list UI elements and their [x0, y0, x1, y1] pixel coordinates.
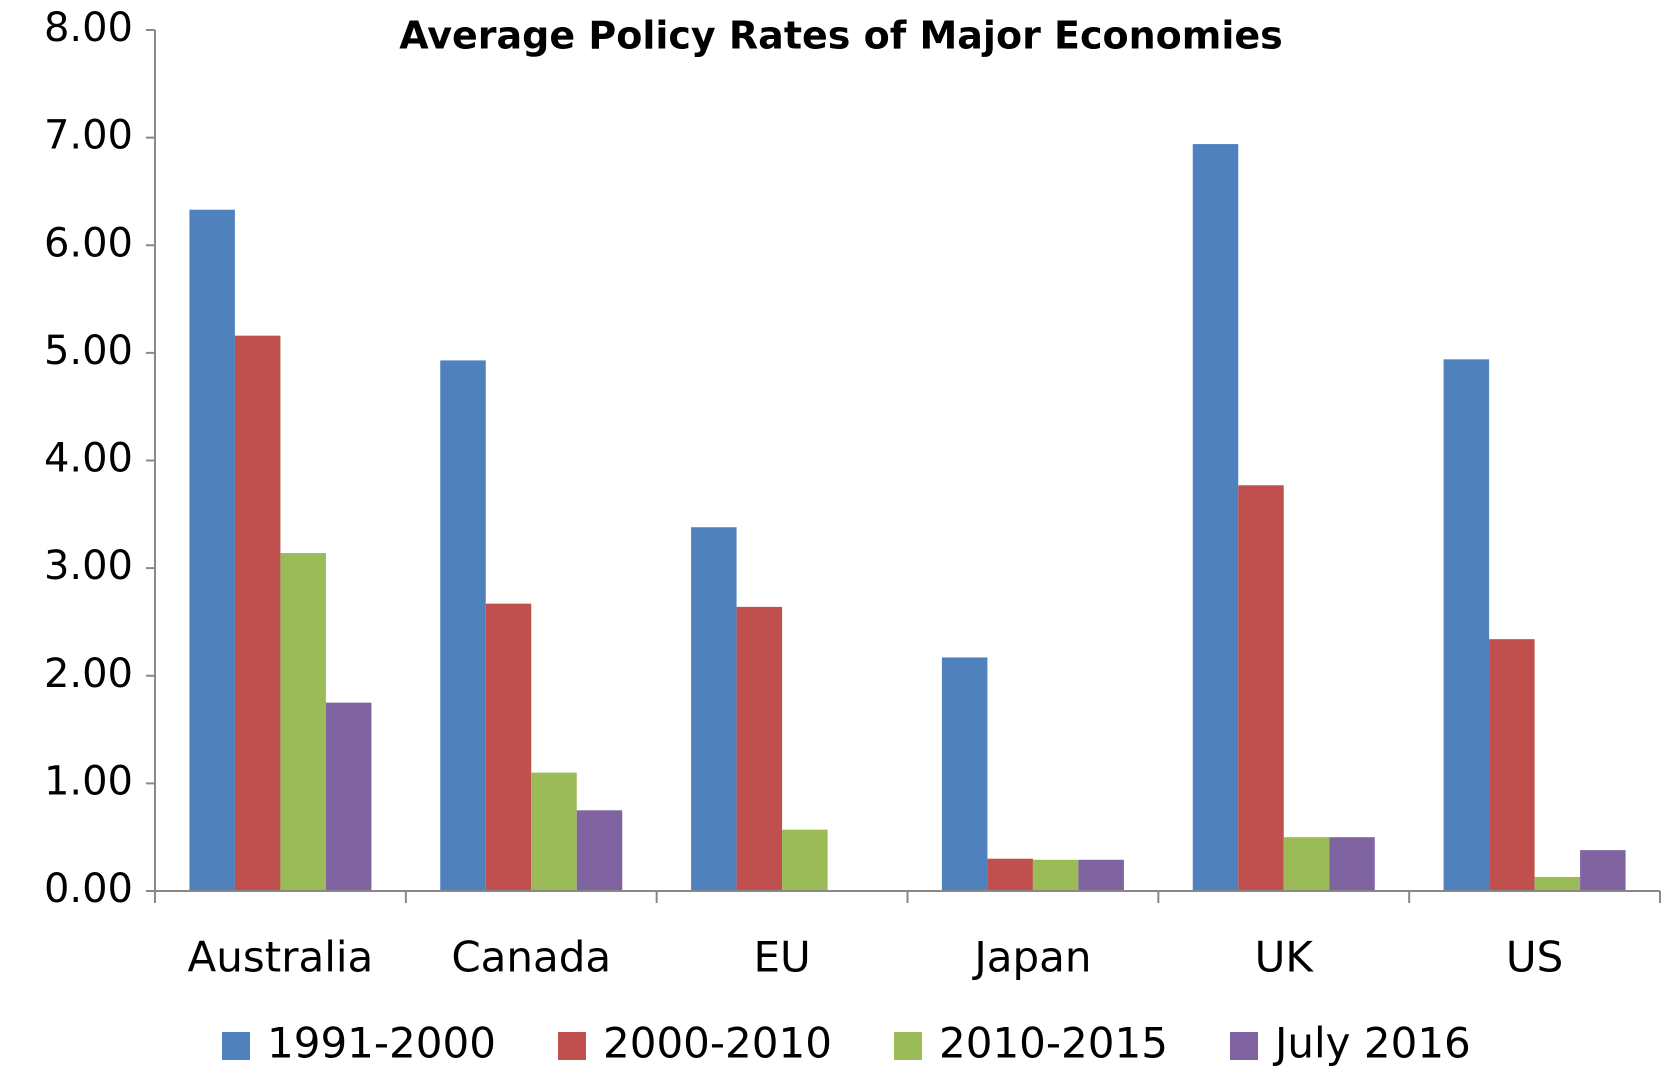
bar [736, 606, 783, 891]
x-tick-label: EU [753, 933, 810, 982]
bar [1580, 850, 1626, 891]
y-tick-label: 1.00 [44, 758, 133, 804]
bar [1329, 837, 1375, 891]
x-tick-label: UK [1255, 933, 1315, 982]
bar [987, 858, 1033, 891]
y-tick-label: 5.00 [44, 328, 133, 374]
bar [1078, 859, 1124, 891]
bar [1192, 144, 1239, 891]
legend-swatch [558, 1032, 586, 1060]
legend-label: 2010-2015 [939, 1019, 1168, 1068]
y-tick-label: 2.00 [44, 651, 133, 697]
bar [1238, 485, 1284, 891]
bar [325, 702, 372, 891]
y-tick-label: 4.00 [44, 436, 133, 482]
x-tick-label: Canada [451, 933, 611, 982]
bar [485, 603, 532, 891]
legend-label: July 2016 [1272, 1019, 1471, 1068]
bar [280, 553, 326, 891]
bar [1032, 859, 1079, 891]
bar [189, 209, 235, 891]
legend-label: 2000-2010 [603, 1019, 832, 1068]
bar [531, 772, 577, 891]
chart-title: Average Policy Rates of Major Economies [399, 14, 1283, 58]
y-tick-label: 7.00 [44, 113, 133, 159]
bar [782, 829, 828, 891]
bar [440, 360, 486, 891]
x-tick-label: US [1506, 933, 1563, 982]
bar [576, 810, 623, 891]
legend-swatch [894, 1032, 922, 1060]
bar [1283, 837, 1330, 891]
bar [1489, 639, 1535, 891]
bar [691, 527, 737, 891]
legend-swatch [222, 1032, 250, 1060]
y-tick-label: 0.00 [44, 866, 133, 912]
bar [1443, 359, 1490, 891]
y-tick-label: 3.00 [44, 543, 133, 589]
bar [1534, 877, 1581, 891]
legend-label: 1991-2000 [267, 1019, 496, 1068]
legend-swatch [1230, 1032, 1258, 1060]
y-tick-label: 6.00 [44, 220, 133, 266]
x-tick-label: Australia [188, 933, 374, 982]
bar [234, 335, 281, 891]
x-tick-label: Japan [971, 933, 1091, 982]
y-tick-label: 8.00 [44, 5, 133, 51]
bar [941, 657, 988, 891]
